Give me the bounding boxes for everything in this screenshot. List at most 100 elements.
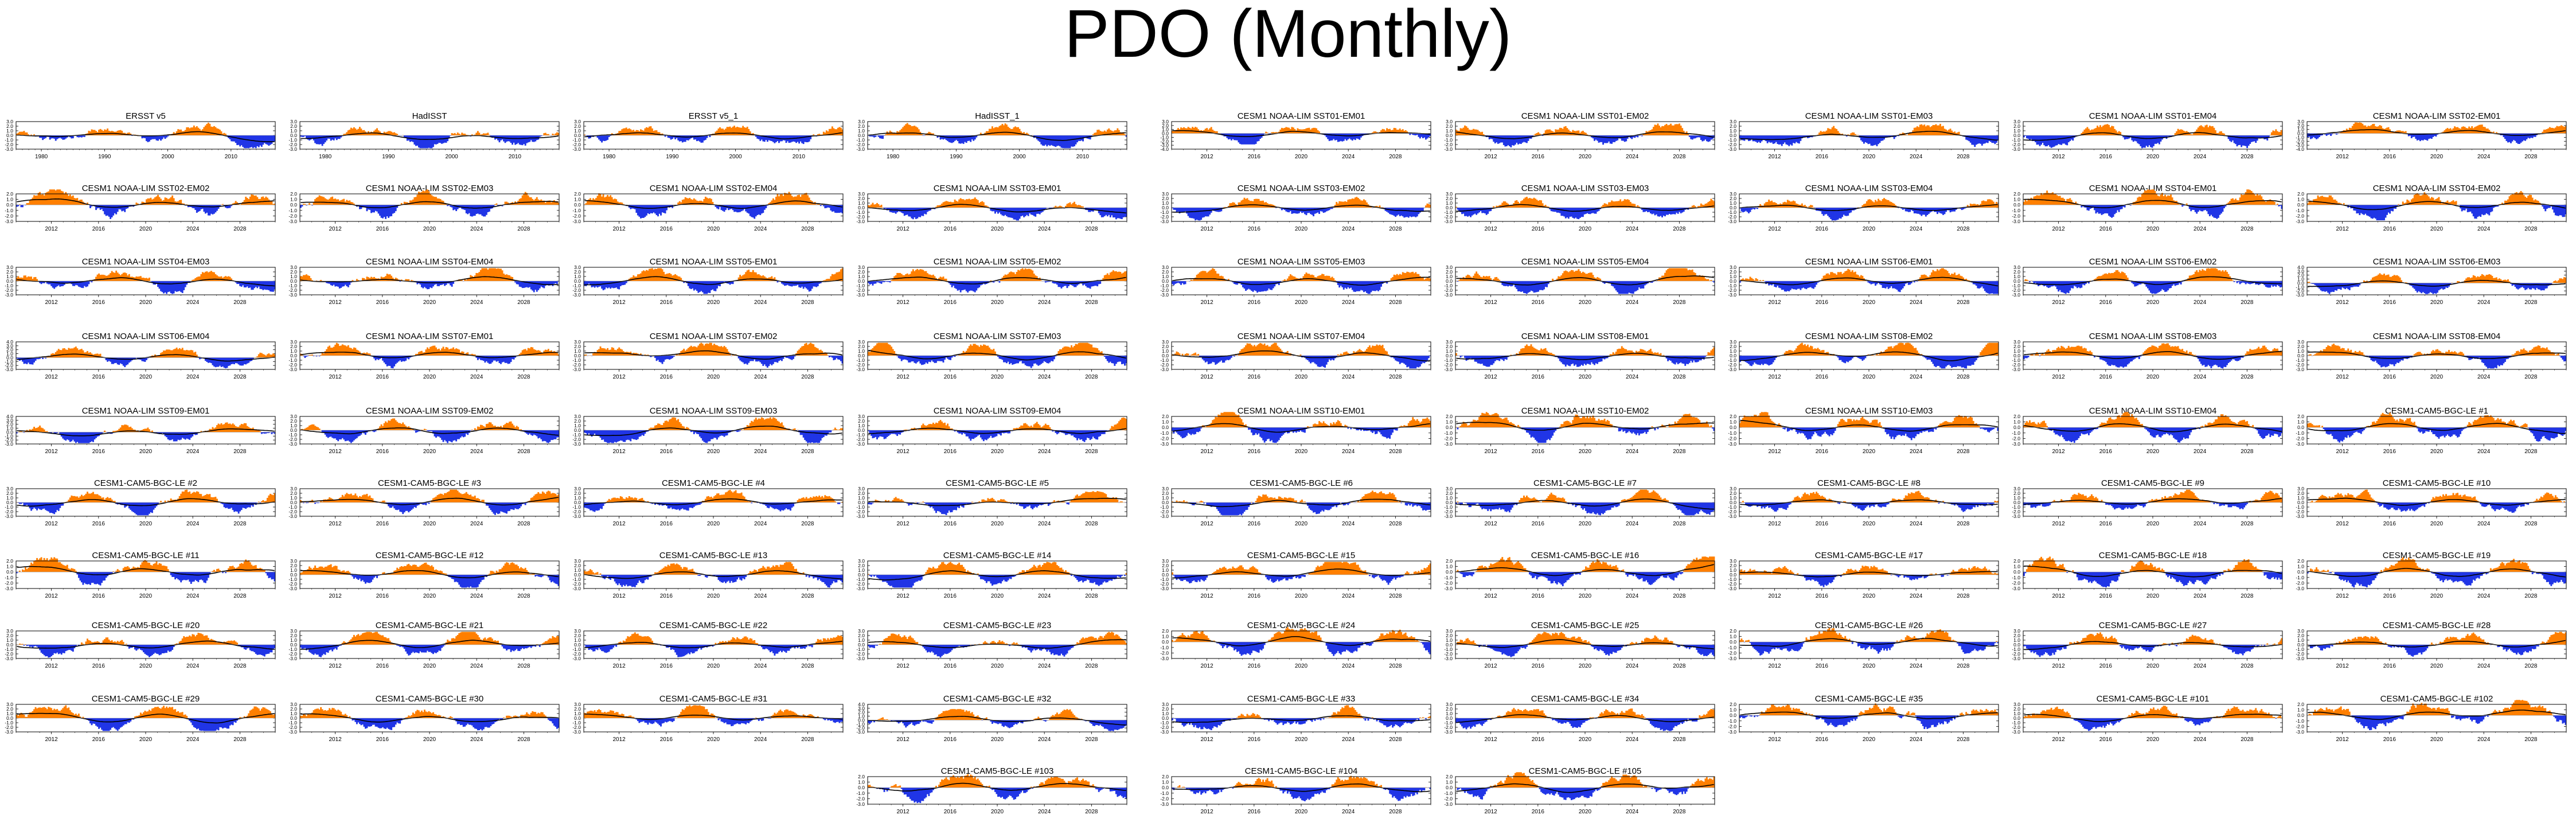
negative-anomaly-bar: [871, 135, 872, 137]
y-tick-label: 1.0: [858, 200, 865, 206]
x-tick-label: 2012: [2052, 226, 2066, 232]
positive-anomaly-bar: [818, 134, 821, 135]
negative-anomaly-bar: [349, 281, 351, 285]
negative-anomaly-bar: [546, 281, 548, 285]
positive-anomaly-bar: [1660, 127, 1662, 135]
negative-anomaly-bar: [1201, 208, 1204, 218]
positive-anomaly-bar: [2227, 202, 2230, 205]
negative-anomaly-bar: [922, 135, 924, 136]
positive-anomaly-bar: [544, 202, 547, 205]
positive-anomaly-bar: [749, 131, 751, 135]
positive-anomaly-bar: [736, 126, 739, 135]
panel-title: CESM1 NOAA-LIM SST02-EM03: [366, 184, 494, 193]
y-tick-label: -3.0: [1444, 219, 1453, 224]
positive-anomaly-bar: [1948, 129, 1950, 135]
positive-anomaly-bar: [1381, 207, 1384, 208]
negative-anomaly-bar: [1989, 135, 1992, 142]
negative-anomaly-bar: [1704, 135, 1707, 140]
y-tick-label: 0.0: [6, 132, 13, 138]
negative-anomaly-bar: [1055, 135, 1057, 147]
positive-anomaly-bar: [2448, 202, 2450, 205]
negative-anomaly-bar: [1052, 135, 1054, 146]
positive-anomaly-bar: [337, 199, 339, 205]
positive-anomaly-bar: [2324, 197, 2326, 205]
negative-anomaly-bar: [2380, 205, 2382, 221]
positive-anomaly-bar: [2092, 129, 2094, 135]
negative-anomaly-bar: [2120, 205, 2122, 210]
negative-anomaly-bar: [1552, 208, 1554, 212]
positive-anomaly-bar: [1688, 207, 1691, 208]
negative-anomaly-bar: [1925, 208, 1927, 217]
positive-anomaly-bar: [141, 278, 143, 281]
positive-anomaly-bar: [487, 270, 489, 281]
negative-anomaly-bar: [376, 205, 378, 212]
positive-anomaly-bar: [778, 196, 780, 205]
positive-anomaly-bar: [1344, 201, 1346, 208]
positive-anomaly-bar: [311, 280, 313, 281]
positive-anomaly-bar: [954, 199, 956, 208]
negative-anomaly-bar: [213, 205, 215, 214]
positive-anomaly-bar: [2449, 128, 2452, 134]
negative-anomaly-bar: [526, 135, 528, 143]
positive-anomaly-bar: [1795, 203, 1797, 208]
negative-anomaly-bar: [2526, 133, 2528, 139]
negative-anomaly-bar: [1524, 135, 1527, 143]
positive-anomaly-bar: [2343, 203, 2345, 205]
positive-anomaly-bar: [147, 278, 149, 281]
negative-anomaly-bar: [1390, 208, 1392, 215]
negative-anomaly-bar: [330, 281, 332, 286]
positive-anomaly-bar: [739, 127, 741, 135]
negative-anomaly-bar: [1485, 208, 1488, 215]
positive-anomaly-bar: [1065, 205, 1067, 208]
negative-anomaly-bar: [1239, 133, 1241, 144]
positive-anomaly-bar: [28, 202, 29, 205]
positive-anomaly-bar: [1117, 128, 1119, 135]
positive-anomaly-bar: [2202, 126, 2204, 135]
negative-anomaly-bar: [363, 205, 365, 207]
positive-anomaly-bar: [1865, 201, 1868, 208]
positive-anomaly-bar: [2353, 123, 2355, 134]
negative-anomaly-bar: [311, 135, 313, 139]
y-tick-label: -1.0: [288, 137, 297, 143]
negative-anomaly-bar: [1705, 135, 1708, 142]
negative-anomaly-bar: [996, 208, 998, 212]
x-tick-label: 2000: [729, 154, 742, 160]
negative-anomaly-bar: [385, 205, 387, 219]
y-tick-label: -2.0: [856, 142, 865, 147]
negative-anomaly-bar: [1262, 133, 1264, 137]
negative-anomaly-bar: [1752, 135, 1754, 142]
negative-anomaly-bar: [1752, 208, 1754, 209]
positive-anomaly-bar: [822, 131, 825, 135]
negative-anomaly-bar: [1065, 135, 1067, 149]
negative-anomaly-bar: [919, 208, 922, 217]
positive-anomaly-bar: [391, 275, 393, 281]
positive-anomaly-bar: [481, 134, 483, 135]
positive-anomaly-bar: [2520, 191, 2522, 205]
negative-anomaly-bar: [674, 135, 677, 139]
negative-anomaly-bar: [2160, 135, 2162, 142]
positive-anomaly-bar: [268, 199, 270, 205]
negative-anomaly-bar: [1576, 208, 1578, 219]
positive-anomaly-bar: [2105, 124, 2107, 135]
positive-anomaly-bar: [2180, 129, 2182, 135]
positive-anomaly-bar: [2379, 125, 2381, 134]
positive-anomaly-bar: [2556, 126, 2558, 134]
positive-anomaly-bar: [217, 276, 220, 281]
positive-anomaly-bar: [638, 274, 641, 281]
positive-anomaly-bar: [1311, 128, 1313, 134]
negative-anomaly-bar: [1591, 208, 1593, 213]
positive-anomaly-bar: [2193, 132, 2195, 135]
negative-anomaly-bar: [521, 281, 524, 289]
positive-anomaly-bar: [1786, 200, 1789, 208]
positive-anomaly-bar: [26, 277, 28, 281]
negative-anomaly-bar: [2483, 205, 2485, 216]
negative-anomaly-bar: [459, 205, 462, 208]
positive-anomaly-bar: [2088, 128, 2090, 135]
positive-anomaly-bar: [216, 275, 218, 281]
positive-anomaly-bar: [455, 134, 458, 135]
positive-anomaly-bar: [556, 132, 558, 135]
negative-anomaly-bar: [210, 205, 212, 214]
positive-anomaly-bar: [1810, 205, 1812, 208]
positive-anomaly-bar: [2449, 202, 2452, 205]
positive-anomaly-bar: [2064, 201, 2067, 205]
